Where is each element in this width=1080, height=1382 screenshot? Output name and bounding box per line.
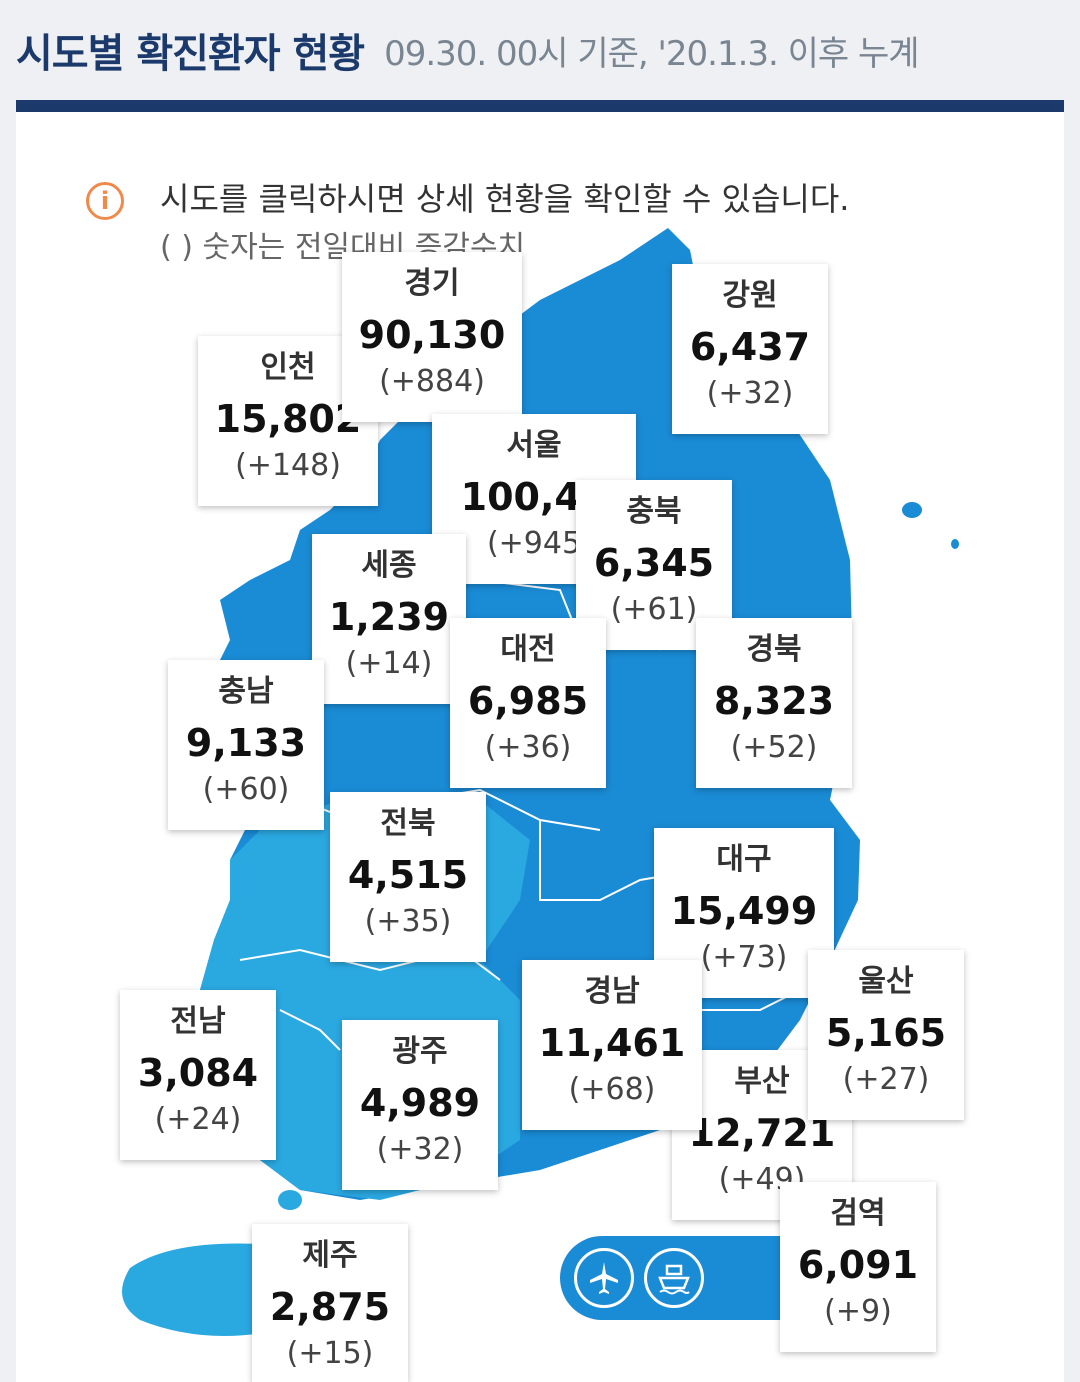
region-name: 경기	[404, 266, 460, 301]
region-delta: (+73)	[700, 940, 788, 975]
region-card-daejeon[interactable]: 대전 6,985 (+36)	[450, 618, 606, 788]
region-delta: (+27)	[842, 1062, 930, 1097]
region-name: 인천	[260, 350, 316, 385]
region-card-chungnam[interactable]: 충남 9,133 (+60)	[168, 660, 324, 830]
region-count: 11,461	[538, 1021, 686, 1065]
region-name: 전남	[170, 1004, 226, 1039]
region-name: 광주	[392, 1034, 448, 1069]
region-delta: (+15)	[286, 1336, 374, 1371]
info-icon: i	[86, 182, 124, 220]
region-card-jeonbuk[interactable]: 전북 4,515 (+35)	[330, 792, 486, 962]
region-count: 4,515	[347, 853, 469, 897]
region-delta: (+24)	[154, 1102, 242, 1137]
region-name: 검역	[830, 1196, 886, 1231]
region-card-gyeongbuk[interactable]: 경북 8,323 (+52)	[696, 618, 852, 788]
region-card-jeju[interactable]: 제주 2,875 (+15)	[252, 1224, 408, 1382]
region-delta: (+148)	[235, 448, 341, 483]
region-name: 충남	[218, 674, 274, 709]
region-name: 대구	[716, 842, 772, 877]
region-card-ulsan[interactable]: 울산 5,165 (+27)	[808, 950, 964, 1120]
info-click-instruction: 시도를 클릭하시면 상세 현황을 확인할 수 있습니다.	[160, 180, 850, 218]
region-card-gwangju[interactable]: 광주 4,989 (+32)	[342, 1020, 498, 1190]
region-count: 15,802	[214, 397, 362, 441]
region-name: 충북	[626, 494, 682, 529]
region-card-gangwon[interactable]: 강원 6,437 (+32)	[672, 264, 828, 434]
header: 시도별 확진환자 현황 09.30. 00시 기준, '20.1.3. 이후 누…	[0, 0, 1080, 100]
region-delta: (+36)	[484, 730, 572, 765]
map-island-ulleung	[902, 502, 922, 518]
region-delta: (+61)	[610, 592, 698, 627]
region-card-quarantine[interactable]: 검역 6,091 (+9)	[780, 1182, 936, 1352]
region-name: 제주	[302, 1238, 358, 1273]
region-delta: (+32)	[376, 1132, 464, 1167]
region-count: 15,499	[670, 889, 818, 933]
region-delta: (+32)	[706, 376, 794, 411]
region-count: 6,091	[797, 1243, 919, 1287]
region-delta: (+9)	[824, 1294, 892, 1329]
map-island-dokdo	[951, 539, 959, 549]
region-name: 세종	[361, 548, 417, 583]
region-card-sejong[interactable]: 세종 1,239 (+14)	[312, 534, 466, 704]
map-island-south	[278, 1190, 302, 1210]
region-name: 부산	[734, 1064, 790, 1099]
region-delta: (+945	[486, 526, 582, 561]
page-subtitle: 09.30. 00시 기준, '20.1.3. 이후 누계	[384, 33, 920, 74]
region-count: 3,084	[137, 1051, 259, 1095]
region-card-gyeonggi[interactable]: 경기 90,130 (+884)	[342, 252, 522, 422]
ship-icon	[644, 1248, 704, 1308]
region-name: 경북	[746, 632, 802, 667]
region-card-jeonnam[interactable]: 전남 3,084 (+24)	[120, 990, 276, 1160]
region-count: 90,130	[358, 313, 506, 357]
region-count: 1,239	[328, 595, 450, 639]
region-name: 전북	[380, 806, 436, 841]
region-delta: (+68)	[568, 1072, 656, 1107]
region-card-gyeongnam[interactable]: 경남 11,461 (+68)	[522, 960, 702, 1130]
region-count: 8,323	[713, 679, 835, 723]
region-delta: (+14)	[345, 646, 433, 681]
region-count: 6,437	[689, 325, 811, 369]
region-count: 2,875	[269, 1285, 391, 1329]
region-name: 울산	[858, 964, 914, 999]
region-name: 강원	[722, 278, 778, 313]
region-name: 경남	[584, 974, 640, 1009]
region-count: 9,133	[185, 721, 307, 765]
region-count: 6,345	[593, 541, 715, 585]
airplane-icon	[574, 1248, 634, 1308]
region-count: 4,989	[359, 1081, 481, 1125]
region-delta: (+35)	[364, 904, 452, 939]
quarantine-bar[interactable]	[560, 1236, 790, 1320]
region-count: 6,985	[467, 679, 589, 723]
region-name: 서울	[506, 428, 562, 463]
region-name: 대전	[500, 632, 556, 667]
region-delta: (+52)	[730, 730, 818, 765]
map-jeju	[122, 1243, 270, 1336]
region-delta: (+60)	[202, 772, 290, 807]
region-count: 5,165	[825, 1011, 947, 1055]
region-delta: (+884)	[379, 364, 485, 399]
page-title: 시도별 확진환자 현황	[16, 31, 365, 77]
